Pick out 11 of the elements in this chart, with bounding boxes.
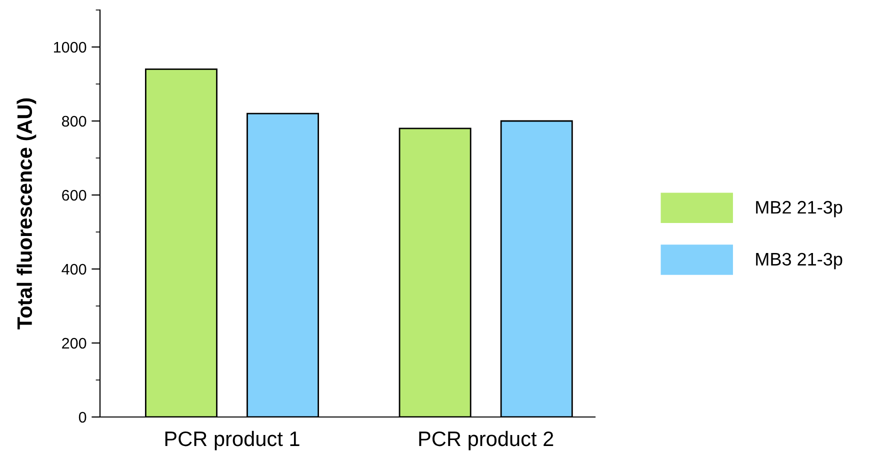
x-tick-label: PCR product 2: [419, 430, 554, 450]
legend-label: MB2 21-3p: [756, 200, 842, 218]
legend-label: MB3 21-3p: [756, 252, 842, 270]
y-tick-label: 400: [62, 264, 86, 275]
y-axis-title: Total fluorescence (AU): [16, 98, 36, 330]
y-tick-label: 1000: [54, 42, 86, 53]
y-tick-label: 600: [62, 190, 86, 201]
y-tick-label: 200: [62, 338, 86, 349]
y-tick-label: 0: [78, 412, 86, 423]
x-tick-label: PCR product 1: [165, 430, 300, 450]
y-tick-label: 800: [62, 116, 86, 127]
